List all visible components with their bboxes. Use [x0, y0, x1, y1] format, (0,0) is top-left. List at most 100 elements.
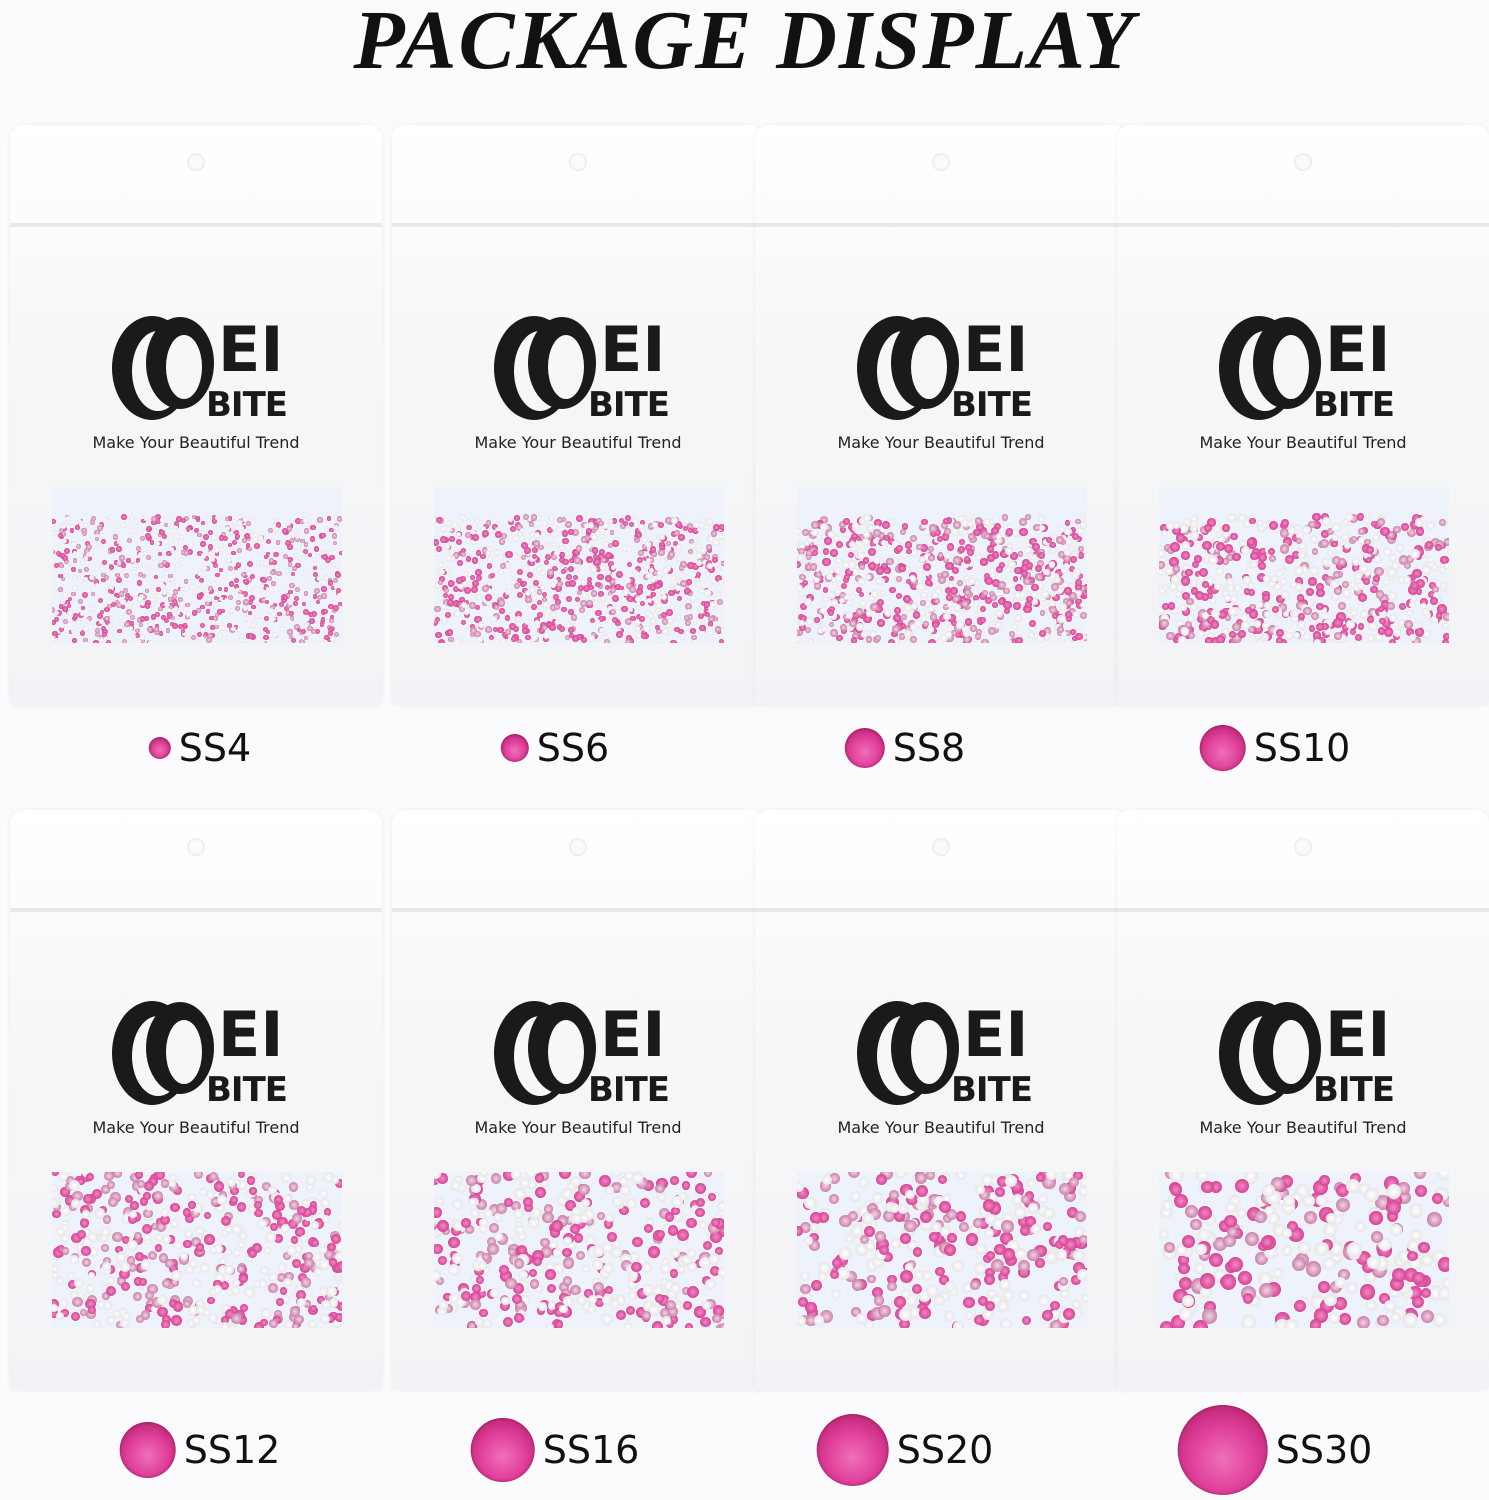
crystal: [970, 625, 977, 632]
crystal: [624, 576, 632, 584]
crystal: [1043, 1207, 1056, 1220]
crystal: [268, 553, 273, 558]
crystal: [803, 1235, 813, 1245]
crystal: [84, 619, 90, 624]
crystal: [1341, 532, 1350, 542]
crystal: [1271, 605, 1280, 613]
crystal: [678, 572, 686, 579]
crystal: [282, 553, 289, 560]
crystal: [640, 633, 648, 640]
crystal: [490, 1173, 502, 1184]
crystal: [303, 623, 309, 628]
crystal: [810, 520, 819, 530]
crystal: [609, 578, 616, 585]
crystal: [919, 1306, 932, 1319]
crystal: [263, 634, 269, 641]
crystal: [797, 628, 804, 637]
crystal: [1025, 601, 1032, 608]
crystal: [1195, 1243, 1207, 1256]
crystal: [434, 1243, 443, 1254]
crystal: [561, 1188, 573, 1201]
crystal: [203, 632, 209, 637]
crystal: [184, 585, 190, 591]
crystal: [474, 615, 482, 623]
crystal: [517, 1269, 529, 1281]
crystal: [173, 606, 179, 611]
crystal: [1292, 632, 1300, 639]
crystal: [514, 1312, 525, 1323]
crystal: [191, 600, 197, 607]
crystal: [956, 620, 965, 629]
crystal: [695, 1207, 705, 1218]
crystal: [76, 626, 83, 633]
crystal: [603, 638, 610, 643]
crystal: [871, 589, 880, 598]
crystal: [1388, 591, 1398, 601]
crystal: [627, 606, 633, 612]
crystal: [547, 569, 555, 577]
crystal: [533, 619, 541, 627]
crystal: [282, 594, 288, 600]
crystal: [57, 569, 62, 574]
crystal: [1058, 525, 1065, 533]
crystal: [108, 564, 114, 570]
crystal: [803, 598, 812, 607]
crystal: [1202, 540, 1212, 550]
crystal: [86, 555, 92, 562]
crystal: [615, 627, 622, 634]
crystal: [611, 564, 617, 570]
crystal: [1045, 564, 1054, 573]
crystal: [705, 1278, 717, 1291]
crystal: [447, 636, 454, 643]
crystal: [239, 593, 244, 599]
crystal: [1043, 626, 1052, 635]
crystal: [498, 569, 505, 576]
crystal: [955, 631, 962, 639]
crystal: [946, 594, 953, 601]
crystal: [548, 623, 556, 631]
crystal: [453, 638, 460, 643]
crystal: [1261, 633, 1269, 640]
crystal: [627, 595, 634, 603]
crystal: [248, 1248, 258, 1258]
crystal: [668, 583, 675, 590]
crystal: [143, 575, 148, 580]
crystal: [698, 521, 706, 529]
crystal: [108, 1196, 118, 1207]
crystal: [445, 554, 453, 562]
crystal: [434, 619, 439, 627]
crystal: [312, 565, 318, 571]
crystal: [578, 1184, 590, 1196]
crystal: [245, 542, 251, 548]
crystal: [183, 515, 189, 521]
crystal: [916, 582, 925, 591]
crystal: [975, 628, 982, 635]
crystal: [544, 544, 551, 550]
crystal: [974, 633, 982, 640]
crystal: [135, 558, 141, 563]
crystal: [599, 1175, 611, 1187]
crystal: [927, 638, 936, 643]
crystal: [70, 536, 76, 543]
crystal: [313, 546, 320, 552]
crystal: [1001, 513, 1009, 521]
crystal: [279, 1287, 288, 1295]
crystal: [634, 595, 641, 602]
crystal: [843, 577, 850, 583]
crystal: [797, 622, 802, 630]
crystal: [460, 576, 467, 583]
crystal: [1416, 621, 1424, 628]
crystal: [58, 604, 64, 609]
crystal: [461, 551, 467, 557]
crystal: [602, 1242, 613, 1253]
crystal: [441, 618, 448, 625]
crystal: [644, 1224, 654, 1234]
crystal: [607, 619, 614, 626]
crystal: [674, 530, 680, 536]
crystal: [491, 593, 497, 599]
logo-bottom-text: BITE: [588, 385, 670, 423]
crystal: [1174, 590, 1182, 599]
crystal: [856, 608, 864, 616]
crystal: [588, 540, 594, 546]
crystal: [217, 1195, 227, 1205]
